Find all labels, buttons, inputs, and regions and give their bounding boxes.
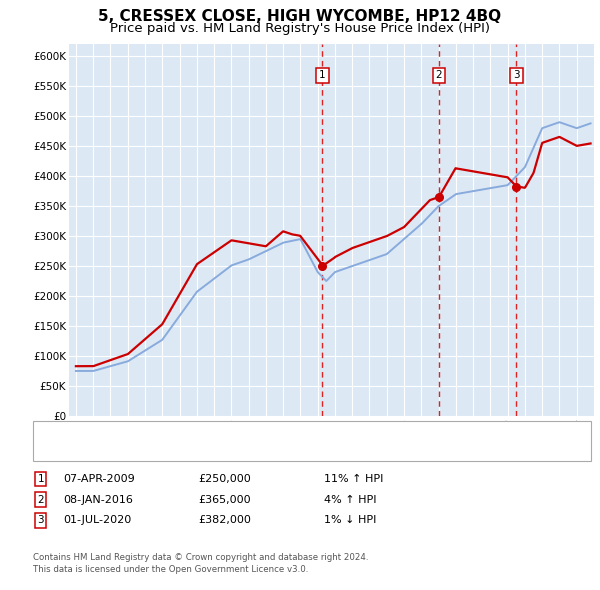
Text: £382,000: £382,000 [198,516,251,525]
Text: 5, CRESSEX CLOSE, HIGH WYCOMBE, HP12 4BQ: 5, CRESSEX CLOSE, HIGH WYCOMBE, HP12 4BQ [98,9,502,24]
Text: ——: —— [40,444,65,457]
Text: £365,000: £365,000 [198,495,251,504]
Text: ——: —— [40,425,65,438]
Text: 3: 3 [37,516,44,525]
Text: 1: 1 [319,70,326,80]
Text: 5, CRESSEX CLOSE, HIGH WYCOMBE, HP12 4BQ (semi-detached house): 5, CRESSEX CLOSE, HIGH WYCOMBE, HP12 4BQ… [67,427,416,437]
Text: 2: 2 [37,495,44,504]
Text: HPI: Average price, semi-detached house, Buckinghamshire: HPI: Average price, semi-detached house,… [67,446,359,456]
Text: 08-JAN-2016: 08-JAN-2016 [63,495,133,504]
Text: 2: 2 [436,70,442,80]
Text: Contains HM Land Registry data © Crown copyright and database right 2024.
This d: Contains HM Land Registry data © Crown c… [33,553,368,574]
Text: 01-JUL-2020: 01-JUL-2020 [63,516,131,525]
Text: 1% ↓ HPI: 1% ↓ HPI [324,516,376,525]
Text: 4% ↑ HPI: 4% ↑ HPI [324,495,377,504]
Text: 1: 1 [37,474,44,484]
Text: Price paid vs. HM Land Registry's House Price Index (HPI): Price paid vs. HM Land Registry's House … [110,22,490,35]
Text: 11% ↑ HPI: 11% ↑ HPI [324,474,383,484]
Text: £250,000: £250,000 [198,474,251,484]
Text: 07-APR-2009: 07-APR-2009 [63,474,135,484]
Text: 3: 3 [513,70,520,80]
